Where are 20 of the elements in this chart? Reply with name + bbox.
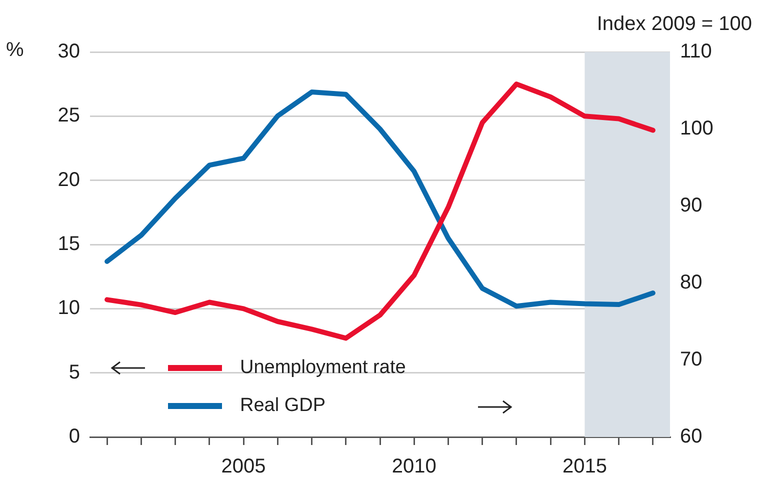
y-tick-label: 15 xyxy=(58,233,80,256)
y2-tick-label: 80 xyxy=(680,272,702,294)
y-tick-label: 20 xyxy=(58,168,80,191)
y2-tick-label: 60 xyxy=(680,426,702,448)
y2-tick-label: 90 xyxy=(680,194,702,217)
y-tick-label: 5 xyxy=(68,361,80,384)
y2-axis-title: Index 2009 = 100 xyxy=(596,13,752,35)
y2-tick-label: 70 xyxy=(680,348,702,371)
x-tick-label: 2010 xyxy=(392,456,436,478)
x-tick-label: 2005 xyxy=(221,456,266,478)
legend-label: Real GDP xyxy=(240,395,326,417)
y-tick-label: 10 xyxy=(58,297,80,320)
y2-tick-label: 100 xyxy=(680,118,714,140)
legend-label: Unemployment rate xyxy=(240,357,406,379)
y-tick-label: 25 xyxy=(58,104,80,127)
y-axis-title: % xyxy=(6,39,24,61)
x-tick-label: 2015 xyxy=(562,456,607,478)
y-tick-label: 30 xyxy=(58,40,80,63)
y-tick-label: 0 xyxy=(68,426,80,448)
y2-tick-label: 110 xyxy=(680,40,712,63)
